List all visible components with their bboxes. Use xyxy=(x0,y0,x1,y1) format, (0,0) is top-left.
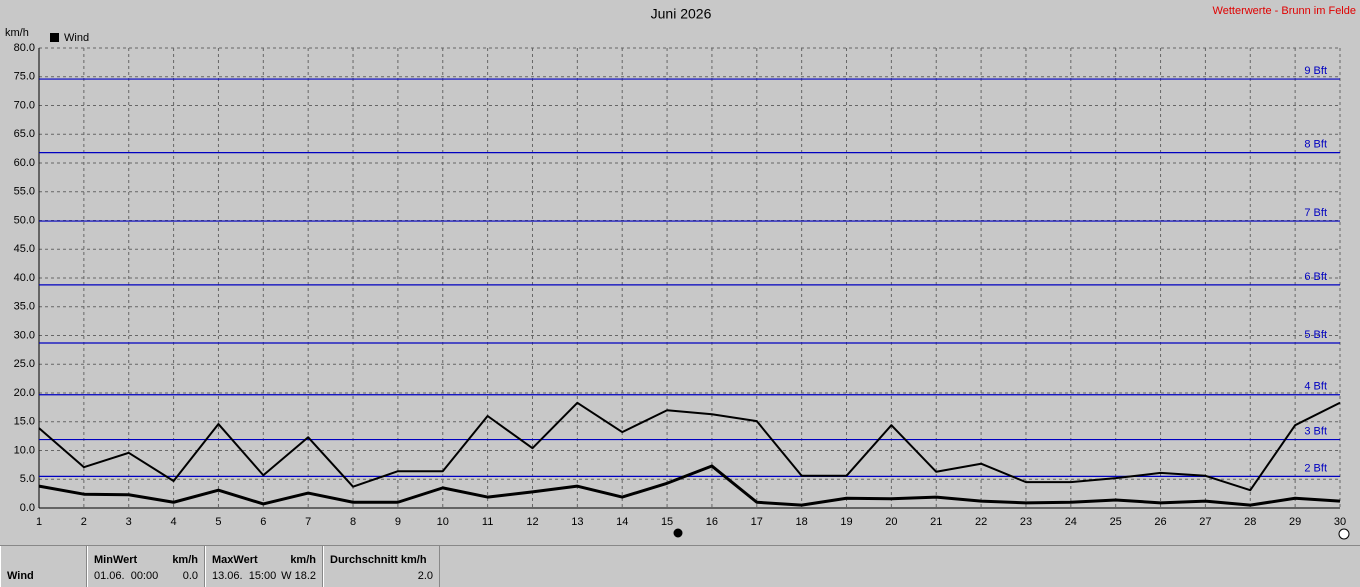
time: 13.06. 15:00 xyxy=(212,570,277,582)
beaufort-label: 4 Bft xyxy=(1304,381,1327,393)
x-tick-label: 14 xyxy=(616,516,628,528)
x-tick-label: 11 xyxy=(482,516,493,528)
beaufort-label: 5 Bft xyxy=(1304,329,1327,341)
y-tick-label: 70.0 xyxy=(14,99,35,111)
x-tick-label: 26 xyxy=(1154,516,1166,528)
x-tick-label: 28 xyxy=(1244,516,1256,528)
y-tick-label: 10.0 xyxy=(14,444,35,456)
legend-label: Wind xyxy=(64,32,89,44)
header: MaxWert xyxy=(212,554,258,566)
x-tick-label: 30 xyxy=(1334,516,1346,528)
y-tick-label: 50.0 xyxy=(14,214,35,226)
marker xyxy=(1338,528,1350,540)
x-tick-label: 12 xyxy=(526,516,538,528)
cell: Wind xyxy=(0,546,87,587)
value: W 18.2 xyxy=(281,570,316,582)
beaufort-label: 2 Bft xyxy=(1304,462,1327,474)
beaufort-label: 9 Bft xyxy=(1304,65,1327,77)
y-tick-label: 0.0 xyxy=(20,502,35,514)
x-tick-label: 22 xyxy=(975,516,987,528)
legend-swatch xyxy=(50,33,59,42)
y-tick-label: 45.0 xyxy=(14,243,35,255)
y-tick-label: 20.0 xyxy=(14,387,35,399)
y-tick-label: 40.0 xyxy=(14,272,35,284)
x-tick-label: 23 xyxy=(1020,516,1032,528)
x-tick-label: 20 xyxy=(885,516,897,528)
x-tick-label: 16 xyxy=(706,516,718,528)
x-tick-label: 15 xyxy=(661,516,673,528)
beaufort-label: 7 Bft xyxy=(1304,207,1327,219)
x-tick-label: 8 xyxy=(350,516,356,528)
x-tick-label: 19 xyxy=(840,516,852,528)
y-tick-label: 15.0 xyxy=(14,416,35,428)
cell: MinWert km/h 01.06. 00:00 0.0 xyxy=(87,546,205,587)
x-tick-label: 5 xyxy=(215,516,221,528)
x-tick-label: 18 xyxy=(796,516,808,528)
y-tick-label: 35.0 xyxy=(14,301,35,313)
beaufort-label: 8 Bft xyxy=(1304,139,1327,151)
source: Wetterwerte - Brunn im Felde xyxy=(1213,5,1356,17)
y-tick-label: 60.0 xyxy=(14,157,35,169)
cell: MaxWert km/h 13.06. 15:00 W 18.2 xyxy=(205,546,323,587)
chart: Juni 2026 Wetterwerte - Brunn im Felde k… xyxy=(5,5,1356,540)
x-tick-label: 29 xyxy=(1289,516,1301,528)
value: 0.0 xyxy=(182,570,198,582)
x-tick-label: 9 xyxy=(395,516,401,528)
x-tick-label: 4 xyxy=(171,516,177,528)
y-tick-label: 75.0 xyxy=(14,71,35,83)
y-tick-label: 30.0 xyxy=(14,329,35,341)
chart-title: Juni 2026 xyxy=(651,6,712,22)
y-tick-label: 80.0 xyxy=(14,42,35,54)
y-tick-label: 55.0 xyxy=(14,186,35,198)
x-tick-label: 13 xyxy=(571,516,583,528)
x-tick-label: 17 xyxy=(751,516,763,528)
unit: km/h xyxy=(290,554,316,566)
x-tick-label: 3 xyxy=(126,516,132,528)
time: 01.06. 00:00 xyxy=(94,570,159,582)
header: MinWert xyxy=(94,554,138,566)
marker xyxy=(673,528,683,538)
x-tick-label: 21 xyxy=(930,516,942,528)
unit: km/h xyxy=(172,554,198,566)
x-tick-label: 1 xyxy=(36,516,42,528)
series-name: Wind xyxy=(7,570,34,582)
y-tick-label: 5.0 xyxy=(20,473,35,485)
header: Durchschnitt km/h xyxy=(330,554,427,566)
cell: Durchschnitt km/h 2.0 xyxy=(323,546,440,587)
beaufort-label: 3 Bft xyxy=(1304,425,1327,437)
summary-panel: Wind MinWert km/h 01.06. 00:00 0.0 MaxWe… xyxy=(0,545,1360,587)
x-tick-label: 2 xyxy=(81,516,87,528)
y-tick-label: 25.0 xyxy=(14,358,35,370)
x-tick-label: 7 xyxy=(305,516,311,528)
series-line xyxy=(38,401,1341,492)
beaufort-label: 6 Bft xyxy=(1304,271,1327,283)
x-tick-label: 10 xyxy=(437,516,449,528)
y-axis-label: km/h xyxy=(5,27,29,39)
series-line xyxy=(38,464,1341,507)
value: 2.0 xyxy=(417,570,433,582)
x-tick-label: 27 xyxy=(1199,516,1211,528)
x-tick-label: 25 xyxy=(1110,516,1122,528)
x-tick-label: 6 xyxy=(260,516,266,528)
y-tick-label: 65.0 xyxy=(14,128,35,140)
x-tick-label: 24 xyxy=(1065,516,1077,528)
